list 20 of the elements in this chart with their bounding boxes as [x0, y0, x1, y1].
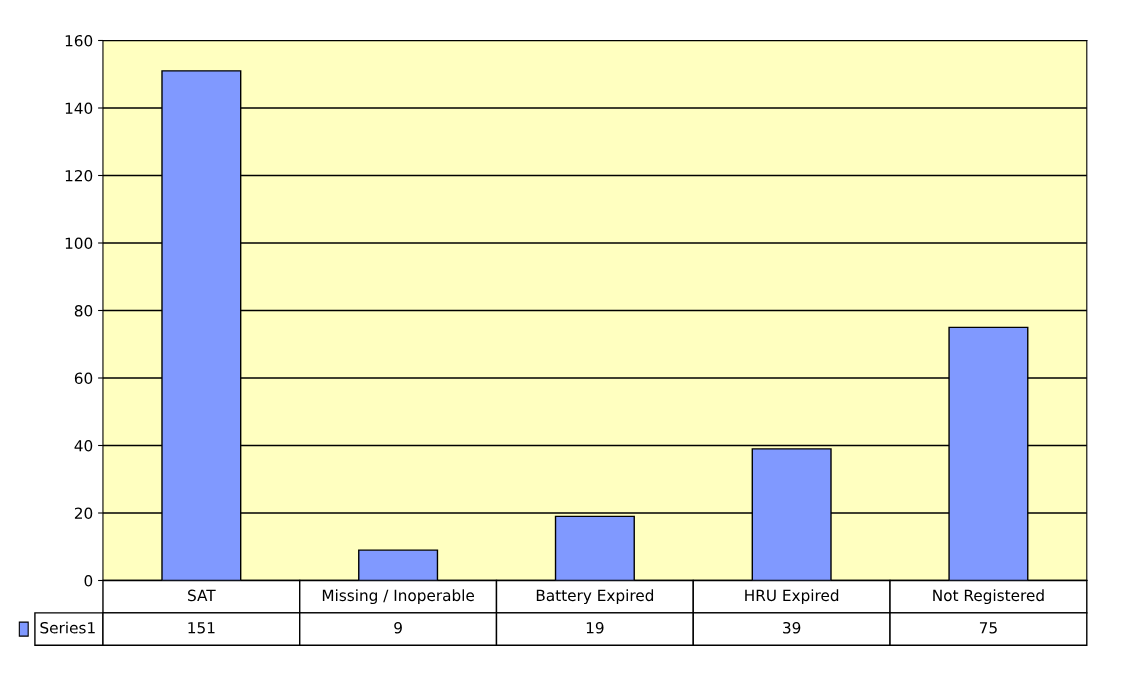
data-label: 9 — [394, 621, 402, 634]
legend-label: Series1 — [40, 621, 95, 634]
data-label: 39 — [783, 621, 801, 634]
x-tick-label: HRU Expired — [745, 589, 839, 605]
data-label: 75 — [979, 622, 997, 634]
data-label: 151 — [188, 622, 215, 634]
y-tick-label: 0 — [84, 574, 93, 587]
data-label: 19 — [586, 621, 604, 634]
y-tick-label: 60 — [74, 372, 93, 385]
x-tick-label: Missing / Inoperable — [322, 589, 475, 605]
y-tick-label: 40 — [74, 439, 93, 452]
y-tick-label: 20 — [74, 507, 93, 520]
x-tick-label: Battery Expired — [536, 589, 654, 605]
x-tick-label: Not Registered — [933, 589, 1044, 605]
y-tick-label: 160 — [65, 34, 93, 47]
y-tick-label: 120 — [65, 169, 93, 182]
y-tick-label: 80 — [74, 304, 93, 317]
y-tick-label: 140 — [65, 102, 93, 115]
y-tick-label: 100 — [65, 237, 93, 250]
x-tick-label: SAT — [188, 589, 216, 602]
